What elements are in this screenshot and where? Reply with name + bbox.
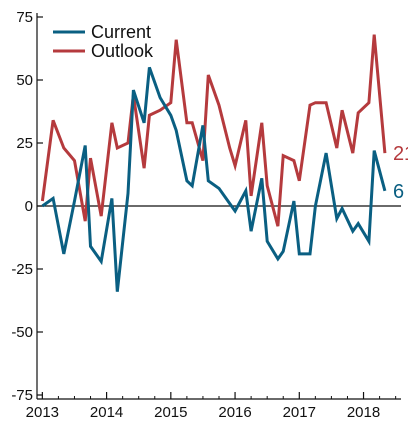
y-tick-label: 0 [25,198,33,215]
y-tick-label: -75 [11,387,33,404]
series-line-current [41,66,387,292]
series-line-outlook [40,34,387,227]
x-tick-label: 2018 [347,404,380,421]
legend-label-outlook: Outlook [91,41,154,61]
x-tick-label: 2013 [26,404,59,421]
end-labels: 6 21 [393,143,408,203]
y-tick-label: -50 [11,324,33,341]
y-tick-label: -25 [11,261,33,278]
end-label-outlook: 21 [393,143,408,165]
x-tick-label: 2014 [90,404,123,421]
y-tick-label: 50 [16,72,33,89]
x-tick-label: 2017 [283,404,316,421]
end-label-current: 6 [393,181,404,203]
x-tick-label: 2016 [218,404,251,421]
y-tick-label: 25 [16,135,33,152]
series-lines [40,34,387,292]
x-tick-label: 2015 [154,404,187,421]
y-tick-label: 75 [16,9,33,26]
legend-label-current: Current [91,22,151,42]
